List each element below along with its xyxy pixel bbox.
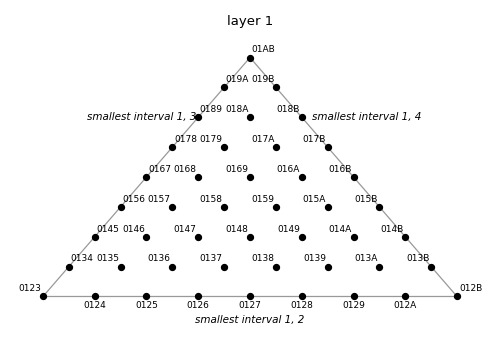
Point: [220, 204, 228, 210]
Text: 017B: 017B: [302, 135, 326, 144]
Text: smallest interval 1, 3: smallest interval 1, 3: [86, 112, 196, 122]
Point: [194, 294, 202, 299]
Point: [246, 174, 254, 180]
Text: 0139: 0139: [303, 254, 326, 263]
Text: 018A: 018A: [225, 105, 248, 114]
Text: 0124: 0124: [84, 301, 106, 310]
Point: [220, 85, 228, 90]
Text: 0138: 0138: [252, 254, 274, 263]
Text: 0147: 0147: [174, 225, 197, 234]
Text: layer 1: layer 1: [227, 15, 273, 28]
Text: 0159: 0159: [252, 195, 274, 204]
Text: 0125: 0125: [135, 301, 158, 310]
Text: 0179: 0179: [200, 135, 222, 144]
Text: 0137: 0137: [200, 254, 222, 263]
Text: 0127: 0127: [238, 301, 262, 310]
Text: 0189: 0189: [200, 105, 223, 114]
Point: [246, 115, 254, 120]
Point: [350, 174, 358, 180]
Point: [246, 294, 254, 299]
Text: 0135: 0135: [96, 254, 119, 263]
Point: [427, 264, 435, 270]
Text: 019B: 019B: [251, 75, 274, 84]
Text: 015A: 015A: [302, 195, 326, 204]
Point: [65, 264, 73, 270]
Text: 015B: 015B: [354, 195, 378, 204]
Text: 016A: 016A: [277, 165, 300, 174]
Point: [194, 115, 202, 120]
Text: 0156: 0156: [122, 195, 145, 204]
Point: [272, 204, 280, 210]
Text: 0123: 0123: [18, 284, 41, 293]
Point: [298, 115, 306, 120]
Text: 017A: 017A: [251, 135, 274, 144]
Text: 0136: 0136: [148, 254, 171, 263]
Text: 013A: 013A: [354, 254, 378, 263]
Text: 0168: 0168: [174, 165, 197, 174]
Text: 014B: 014B: [380, 225, 404, 234]
Point: [168, 264, 176, 270]
Point: [90, 294, 98, 299]
Text: 016B: 016B: [328, 165, 352, 174]
Point: [324, 204, 332, 210]
Text: 0134: 0134: [70, 254, 94, 263]
Point: [90, 234, 98, 239]
Point: [298, 294, 306, 299]
Point: [350, 294, 358, 299]
Point: [272, 144, 280, 150]
Text: 0146: 0146: [122, 225, 145, 234]
Text: 01AB: 01AB: [252, 45, 276, 54]
Point: [272, 85, 280, 90]
Text: 013B: 013B: [406, 254, 429, 263]
Point: [324, 144, 332, 150]
Text: 0129: 0129: [342, 301, 365, 310]
Point: [220, 144, 228, 150]
Point: [324, 264, 332, 270]
Point: [142, 294, 150, 299]
Point: [168, 204, 176, 210]
Text: 0128: 0128: [290, 301, 313, 310]
Point: [116, 204, 124, 210]
Point: [402, 294, 409, 299]
Text: smallest interval 1, 4: smallest interval 1, 4: [312, 112, 421, 122]
Text: 012A: 012A: [394, 301, 417, 310]
Text: 012B: 012B: [459, 284, 482, 293]
Point: [194, 234, 202, 239]
Point: [376, 264, 384, 270]
Text: 018B: 018B: [277, 105, 300, 114]
Text: 0178: 0178: [174, 135, 197, 144]
Point: [298, 234, 306, 239]
Text: 019A: 019A: [226, 75, 249, 84]
Point: [246, 234, 254, 239]
Text: 0167: 0167: [148, 165, 171, 174]
Point: [453, 294, 461, 299]
Text: 0126: 0126: [187, 301, 210, 310]
Point: [350, 234, 358, 239]
Point: [402, 234, 409, 239]
Text: 0148: 0148: [226, 225, 248, 234]
Point: [142, 234, 150, 239]
Text: 0158: 0158: [200, 195, 222, 204]
Point: [246, 55, 254, 60]
Text: 0157: 0157: [148, 195, 171, 204]
Point: [116, 264, 124, 270]
Text: 014A: 014A: [328, 225, 352, 234]
Point: [376, 204, 384, 210]
Point: [142, 174, 150, 180]
Text: 0149: 0149: [278, 225, 300, 234]
Text: smallest interval 1, 2: smallest interval 1, 2: [196, 315, 304, 325]
Point: [220, 264, 228, 270]
Point: [272, 264, 280, 270]
Text: 0145: 0145: [96, 225, 119, 234]
Point: [194, 174, 202, 180]
Point: [39, 294, 47, 299]
Text: 0169: 0169: [226, 165, 248, 174]
Point: [168, 144, 176, 150]
Point: [298, 174, 306, 180]
